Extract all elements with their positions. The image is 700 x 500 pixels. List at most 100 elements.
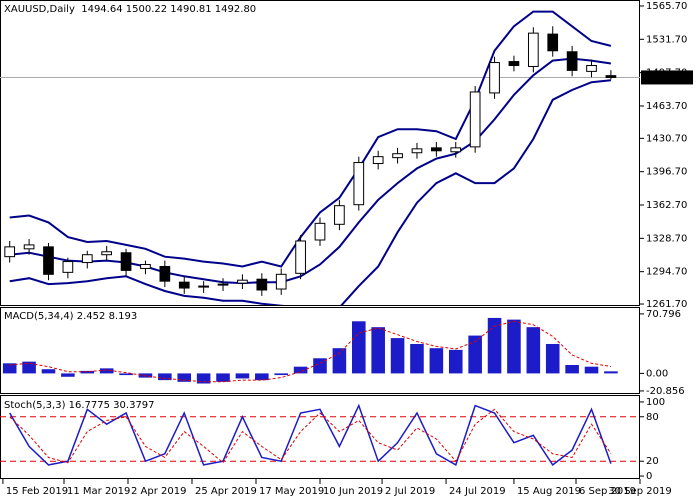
stoch-line: [9, 403, 612, 467]
y-tick-label: 0: [646, 471, 652, 482]
bollinger-band: [9, 57, 612, 285]
candle-body: [101, 251, 113, 256]
candle-body: [334, 205, 345, 225]
candle-body: [431, 147, 442, 152]
macd-bar: [22, 361, 36, 374]
candle-body: [295, 240, 306, 274]
x-tick-label: 2 Apr 2019: [131, 486, 186, 497]
macd-bar: [216, 373, 230, 382]
y-tick-label: -20.856: [646, 386, 685, 397]
macd-bar: [390, 338, 405, 374]
macd-bar: [565, 365, 579, 374]
x-tick-label: 17 May 2019: [259, 486, 324, 497]
candle-body: [547, 33, 559, 52]
macd-bar: [468, 335, 482, 374]
plot-area: [2, 317, 618, 384]
macd-bar: [410, 343, 424, 374]
candle-body: [566, 51, 578, 71]
plot-area: [0, 10, 640, 305]
macd-bar: [41, 369, 56, 374]
macd-bar: [429, 348, 444, 374]
candle-body: [4, 246, 16, 258]
candle-body: [372, 156, 384, 165]
macd-bar: [177, 373, 192, 382]
x-tick-label: 30 Sep 2019: [608, 486, 671, 497]
y-tick-label: 20: [646, 456, 659, 467]
panel-title: XAUUSD,Daily 1494.64 1500.22 1490.81 149…: [4, 4, 256, 15]
bollinger-band: [9, 79, 612, 305]
y-tick-label: 1362.70: [646, 200, 687, 211]
candle-body: [159, 265, 171, 282]
price-panel: [0, 0, 640, 306]
candle-body: [256, 278, 268, 291]
candle-body: [508, 61, 520, 66]
y-tick-label: 70.796: [646, 309, 681, 320]
candle-body: [217, 283, 229, 286]
macd-bar: [119, 373, 133, 376]
macd-bar: [545, 343, 560, 374]
macd-bar: [332, 348, 347, 374]
x-tick-label: 25 Apr 2019: [195, 486, 257, 497]
macd-bar: [196, 373, 211, 384]
macd-bar: [158, 373, 172, 381]
candle-body: [43, 246, 54, 275]
candle-body: [411, 148, 423, 154]
candle-body: [140, 264, 151, 269]
macd-bar: [313, 358, 327, 374]
panel-title: MACD(5,34,4) 2.452 8.193: [4, 311, 137, 322]
y-tick-label: 1531.70: [646, 34, 687, 45]
x-tick-label: 2 Jul 2019: [385, 486, 435, 497]
y-tick-label: 1565.70: [646, 1, 687, 12]
candle-body: [489, 62, 500, 94]
candle-body: [120, 252, 132, 271]
y-tick-label: 1261.70: [646, 299, 687, 310]
macd-bar: [274, 373, 288, 376]
last-price-label: 1492.80: [646, 72, 687, 83]
candle-body: [23, 244, 35, 250]
candle-body: [527, 32, 539, 67]
x-tick-label: 6 Sep 2019: [579, 486, 636, 497]
macd-bar: [507, 319, 521, 374]
candle-body: [450, 147, 462, 153]
candle-body: [275, 273, 287, 290]
y-tick-label: 1294.70: [646, 267, 687, 278]
candle-body: [62, 261, 74, 273]
macd-bar: [255, 373, 269, 381]
y-tick-label: 100: [646, 397, 665, 408]
y-tick-label: 80: [646, 412, 659, 423]
y-tick-label: 1396.70: [646, 167, 687, 178]
candle-body: [353, 162, 365, 206]
macd-bar: [80, 370, 95, 374]
candle-body: [469, 91, 481, 148]
macd-bar: [2, 363, 17, 374]
x-tick-label: 15 Aug 2019: [517, 486, 581, 497]
macd-bar: [99, 368, 114, 374]
candle-body: [198, 285, 209, 288]
candle-body: [586, 64, 597, 72]
x-tick-label: 10 Jun 2019: [323, 486, 383, 497]
y-tick-label: 1463.70: [646, 101, 687, 112]
x-tick-label: 15 Feb 2019: [6, 486, 68, 497]
macd-panel: [0, 307, 640, 394]
macd-bar: [352, 321, 366, 374]
candle-body: [392, 153, 403, 159]
panel-title: Stoch(5,3,3) 16.7775 30.3797: [4, 400, 155, 411]
last-price-box: [641, 70, 693, 85]
y-tick-label: 0.00: [646, 368, 668, 379]
plot-area: [0, 403, 640, 467]
candle-body: [178, 281, 190, 289]
candle-body: [81, 254, 93, 264]
x-tick-label: 11 Mar 2019: [67, 486, 130, 497]
macd-bar: [371, 327, 385, 374]
macd-bar: [526, 327, 541, 374]
macd-bar: [448, 349, 463, 374]
candle-body: [605, 75, 617, 78]
x-tick-label: 24 Jul 2019: [449, 486, 506, 497]
signal-line: [9, 320, 611, 383]
y-tick-label: 1328.70: [646, 233, 687, 244]
macd-bar: [604, 371, 618, 374]
stoch-panel: [0, 395, 640, 479]
candle-body: [314, 222, 326, 241]
macd-bar: [584, 366, 599, 374]
